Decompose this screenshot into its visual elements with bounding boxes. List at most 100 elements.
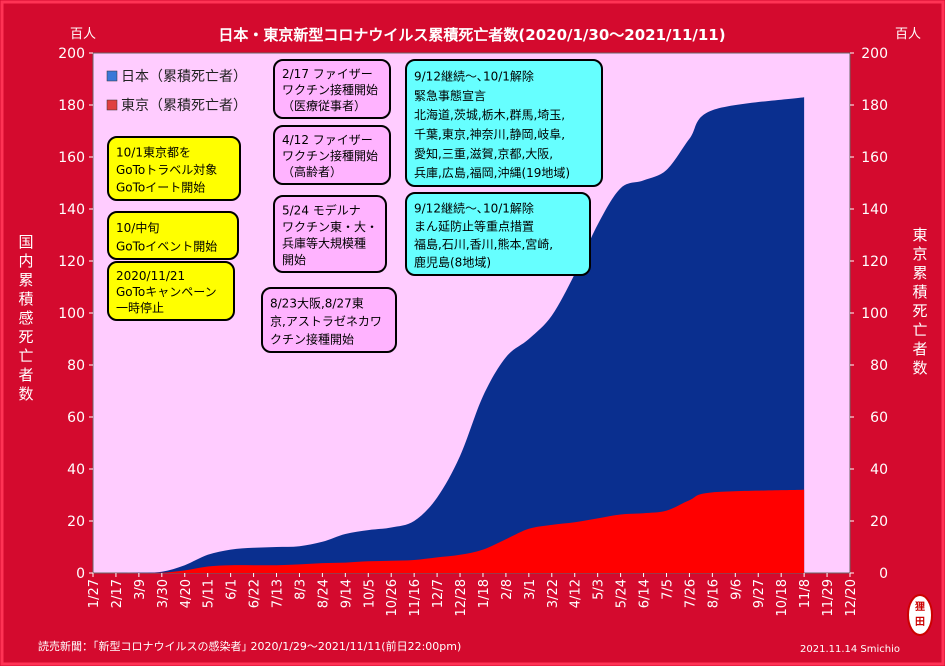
y-tick-label-left: 20 xyxy=(67,514,85,530)
svg-text:東: 東 xyxy=(912,226,927,244)
y-tick-label-right: 100 xyxy=(861,306,888,322)
annotation-line: ワクチン接種開始 xyxy=(282,148,378,163)
annotation-line: 10/中旬 xyxy=(116,220,159,235)
y-tick-label-right: 140 xyxy=(861,202,888,218)
y-tick-label-right: 80 xyxy=(870,358,888,374)
y-axis-right: 0 20 40 60 80 100 120 140 160 180 200 xyxy=(850,46,888,582)
svg-text:積: 積 xyxy=(912,283,927,301)
svg-text:亡: 亡 xyxy=(912,321,927,339)
annotations: 10/1東京都を GoToトラベル対象 GoToイート開始 10/中旬 GoToイベント… xyxy=(107,59,603,353)
annotation-line: ワクチン東・大・ xyxy=(282,220,378,234)
y-tick-label-right: 0 xyxy=(879,566,888,582)
x-tick-label: 5/24 xyxy=(615,579,630,608)
y-tick-label-left: 160 xyxy=(58,150,85,166)
x-tick-label: 1/18 xyxy=(477,579,492,608)
x-tick-label: 1/27 xyxy=(87,579,102,608)
x-tick-label: 7/26 xyxy=(683,579,698,608)
x-tick-label: 6/14 xyxy=(638,579,653,608)
x-tick-label: 11/8 xyxy=(798,579,813,608)
x-tick-label: 7/13 xyxy=(271,579,286,608)
annotation-line: GoToキャンペーン xyxy=(116,285,217,299)
x-tick-label: 8/16 xyxy=(706,579,721,608)
y-tick-label-left: 60 xyxy=(67,410,85,426)
annotation-line: 8/23大阪,8/27東 xyxy=(270,297,364,311)
series-areas xyxy=(93,97,805,573)
annotation-line: 千葉,東京,神奈川,静岡,岐阜, xyxy=(414,128,565,142)
annotation-line: GoToイート開始 xyxy=(116,181,205,195)
annotation-line: 9/12継続～､10/1解除 xyxy=(414,69,534,84)
x-tick-label: 2/8 xyxy=(500,579,515,600)
svg-text:国: 国 xyxy=(18,233,33,251)
x-tick-label: 4/12 xyxy=(569,579,584,608)
annotation-line: 10/1東京都を xyxy=(116,145,191,159)
y-tick-label-right: 160 xyxy=(861,150,888,166)
svg-text:京: 京 xyxy=(912,245,927,263)
x-tick-label: 12/7 xyxy=(431,579,446,608)
x-tick-label: 10/5 xyxy=(362,579,377,608)
x-tick-label: 10/26 xyxy=(385,579,400,616)
y-tick-label-right: 200 xyxy=(861,46,888,62)
x-tick-label: 10/18 xyxy=(775,579,790,616)
x-axis: 1/27 2/17 3/9 3/30 4/20 5/11 6/1 6/22 7/13 8/3 8/2… xyxy=(87,573,859,616)
annotation-line: 4/12 ファイザー xyxy=(282,133,373,147)
svg-text:感: 感 xyxy=(18,309,33,327)
svg-text:死: 死 xyxy=(18,328,33,346)
annotation-line: 2/17 ファイザー xyxy=(282,67,373,81)
y-tick-label-right: 40 xyxy=(870,462,888,478)
annotation-line: 愛知,三重,滋賀,京都,大阪, xyxy=(414,147,553,161)
x-tick-label: 12/28 xyxy=(454,579,469,616)
annotation-line: 鹿児島(8地域) xyxy=(414,255,491,270)
svg-text:積: 積 xyxy=(18,290,33,308)
y-tick-label-right: 120 xyxy=(861,254,888,270)
x-tick-label: 9/14 xyxy=(339,579,354,608)
x-tick-label: 2/17 xyxy=(110,579,125,608)
annotation-line: クチン接種開始 xyxy=(270,332,354,347)
y-axis-left: 0 20 40 60 80 100 120 140 160 180 200 xyxy=(58,46,93,582)
annotation-line: 北海道,茨城,栃木,群馬,埼玉, xyxy=(414,107,565,122)
svg-text:者: 者 xyxy=(18,366,33,384)
unit-left: 百人 xyxy=(70,27,96,42)
source-note: 読売新聞：｢新型コロナウイルスの感染者｣ 2020/1/29～2021/11/1… xyxy=(38,639,461,653)
svg-text:内: 内 xyxy=(18,252,33,270)
x-tick-label: 5/11 xyxy=(202,579,217,608)
svg-text:数: 数 xyxy=(18,385,33,403)
x-tick-label: 3/30 xyxy=(156,579,171,608)
annotation-line: GoToイベント開始 xyxy=(116,239,217,253)
annotation-line: ワクチン接種開始 xyxy=(282,82,378,97)
annotation-line: 開始 xyxy=(282,253,306,267)
svg-text:累: 累 xyxy=(912,264,927,282)
unit-right: 百人 xyxy=(895,27,921,42)
annotation-line: 緊急事態宣言 xyxy=(414,88,486,103)
svg-text:狸: 狸 xyxy=(914,600,925,613)
annotation-line: 9/12継続～､10/1解除 xyxy=(414,201,534,216)
x-tick-label: 6/1 xyxy=(225,579,240,600)
x-tick-label: 9/27 xyxy=(752,579,767,608)
x-tick-label: 11/29 xyxy=(821,579,836,616)
x-tick-label: 7/5 xyxy=(660,579,675,600)
x-tick-label: 8/24 xyxy=(316,579,331,608)
y-tick-label-left: 40 xyxy=(67,462,85,478)
legend-label-tokyo: 東京（累積死亡者） xyxy=(121,98,247,114)
y-tick-label-left: 120 xyxy=(58,254,85,270)
annotation-line: GoToトラベル対象 xyxy=(116,163,217,177)
legend: 日本（累積死亡者） 東京（累積死亡者） xyxy=(106,69,247,114)
svg-text:者: 者 xyxy=(912,340,927,358)
legend-swatch-tokyo xyxy=(106,99,118,111)
legend-swatch-japan xyxy=(106,70,118,82)
x-tick-label: 3/9 xyxy=(133,579,148,600)
y-tick-label-left: 200 xyxy=(58,46,85,62)
y-tick-label-left: 140 xyxy=(58,202,85,218)
y-tick-label-right: 20 xyxy=(870,514,888,530)
y-tick-label-right: 60 xyxy=(870,410,888,426)
ann-goto-event: 10/中旬 GoToイベント開始 xyxy=(107,211,239,260)
x-tick-label: 3/1 xyxy=(523,579,538,600)
